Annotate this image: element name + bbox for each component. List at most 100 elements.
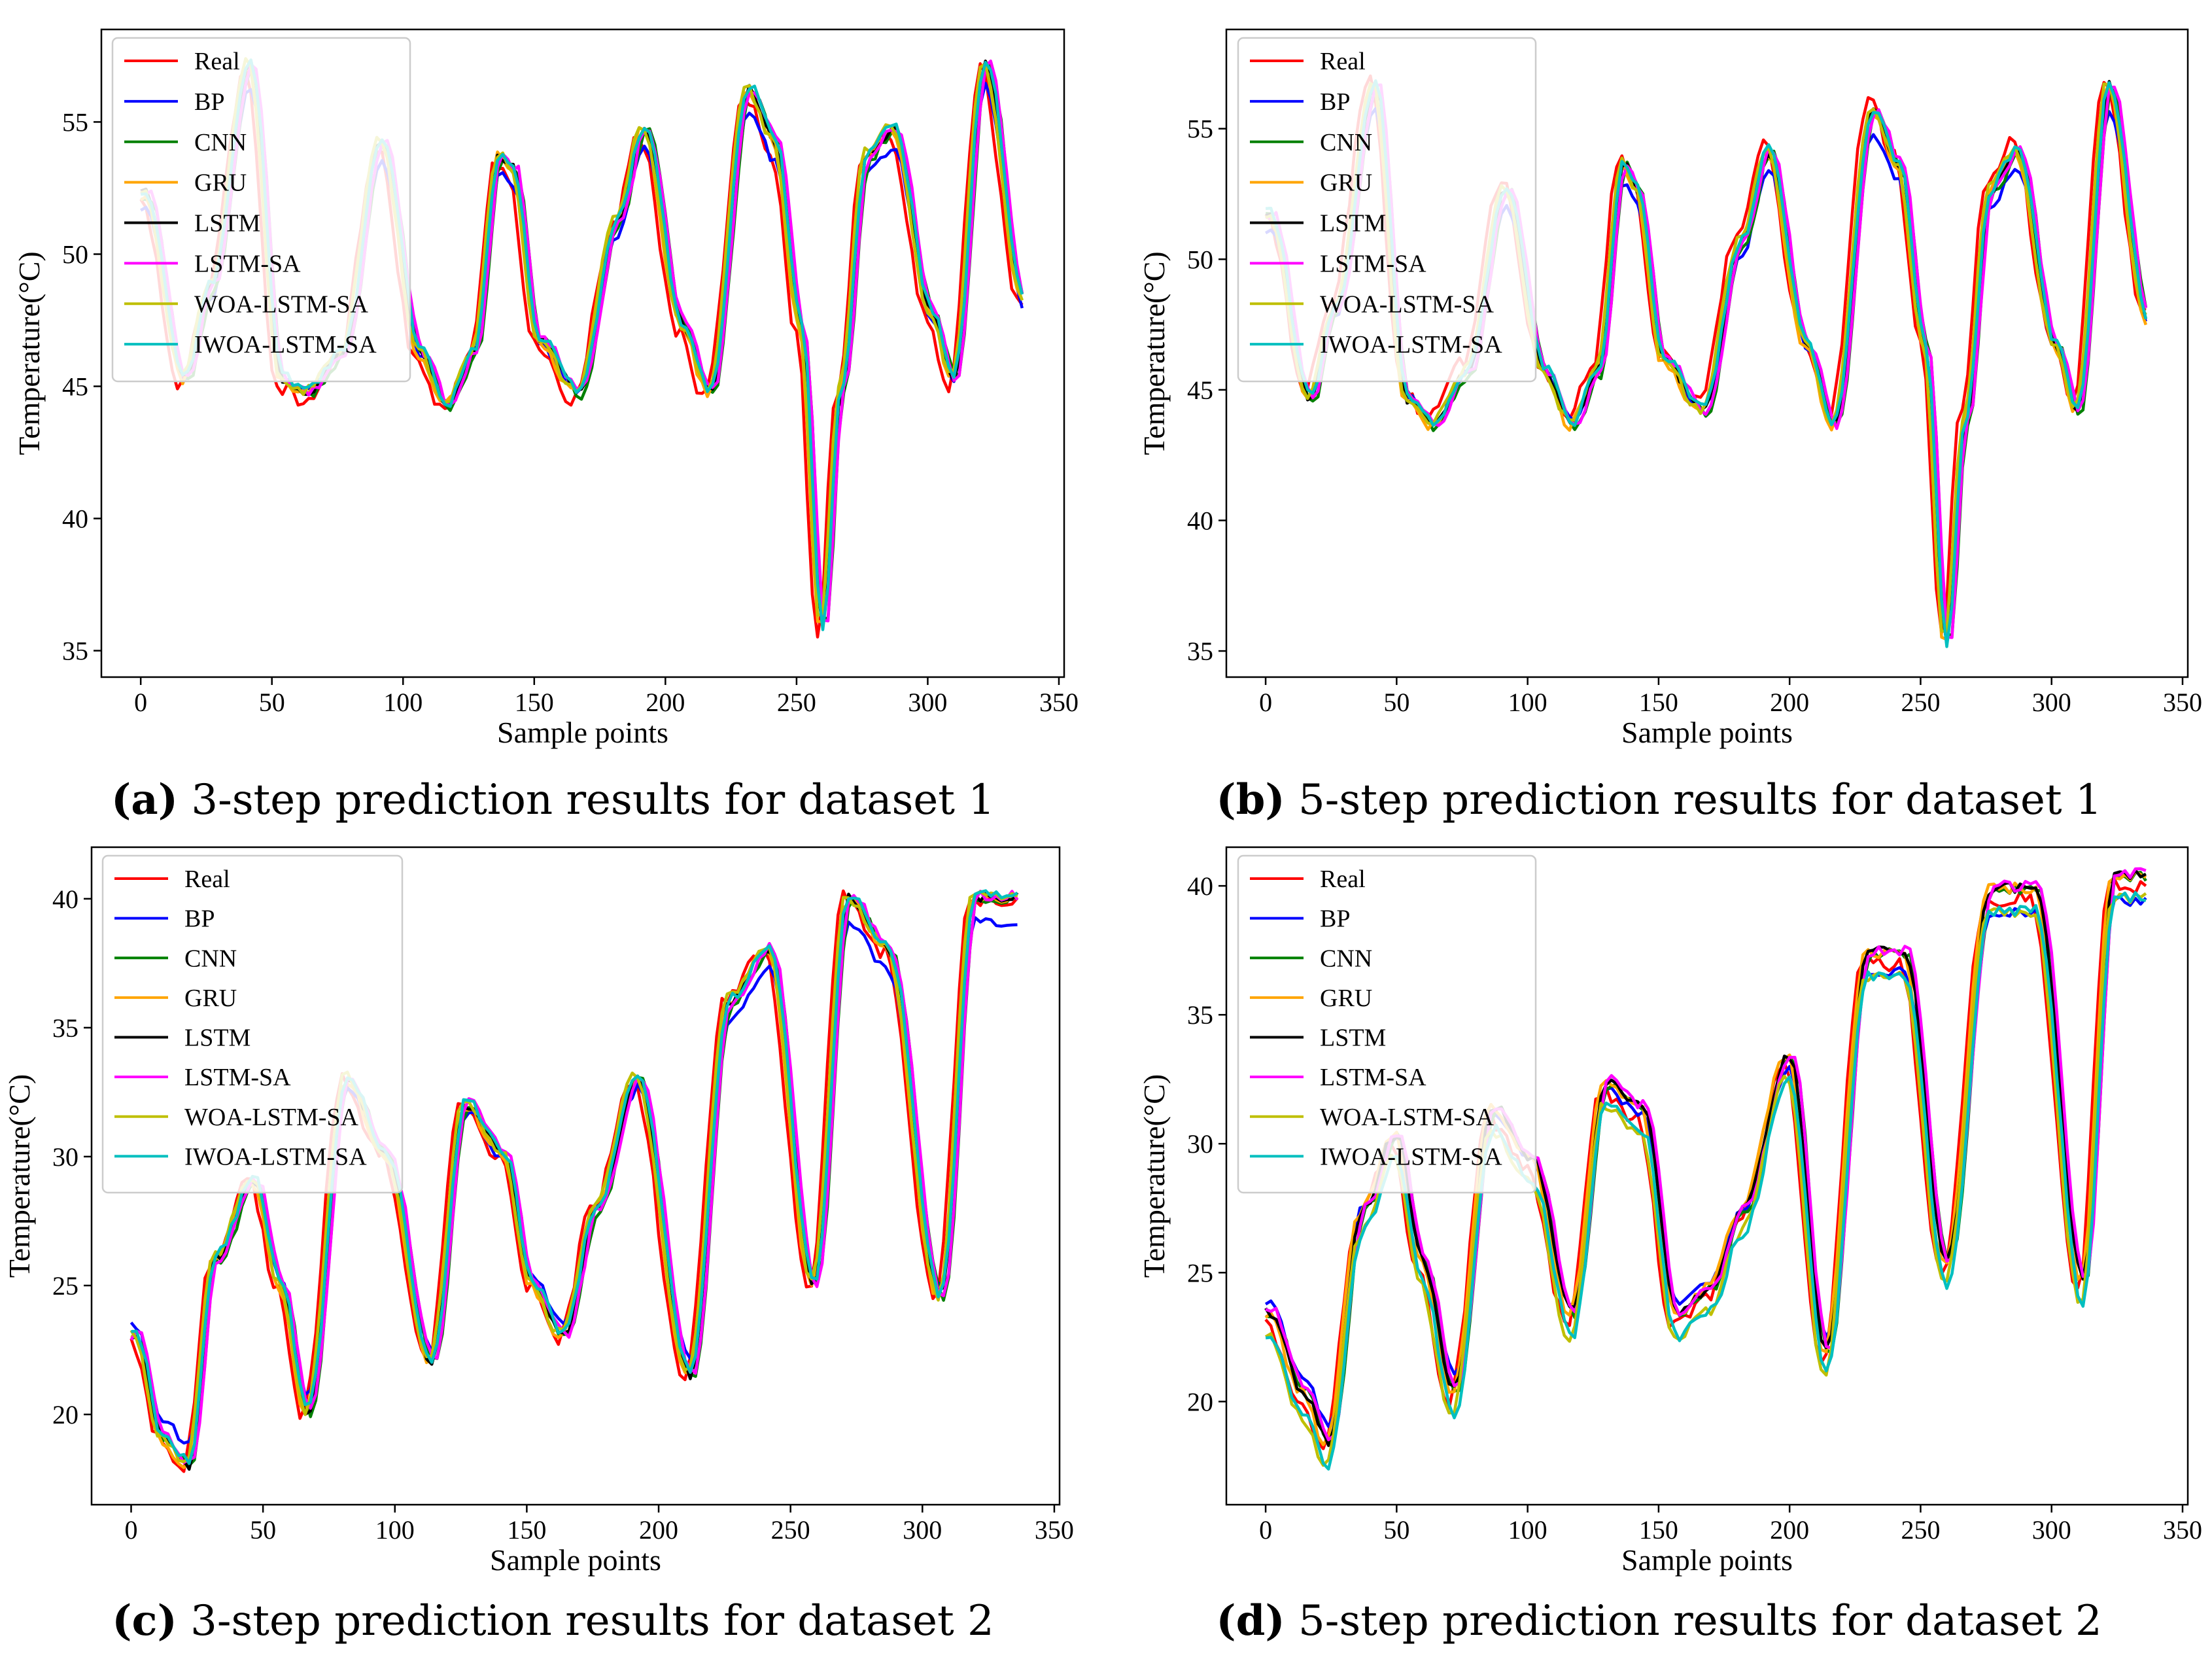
axes-frame [1225, 846, 2189, 1506]
legend: Real BP CNN GRU LSTM LSTM-SA WOA-LSTM-SA IWOA-L… [1237, 37, 1537, 383]
legend-label-iwoa-lstm-sa: IWOA-LSTM-SA [194, 331, 377, 359]
legend-box [101, 854, 404, 1194]
legend-label-real: Real [194, 48, 240, 75]
axes-frame [90, 846, 1061, 1506]
x-tick-label: 250 [1901, 688, 1940, 717]
y-tick-label: 45 [1187, 376, 1213, 405]
legend-label-cnn: CNN [1320, 129, 1372, 156]
y-tick-label: 35 [1187, 1000, 1213, 1030]
y-tick-label: 25 [52, 1271, 78, 1301]
y-tick-label: 50 [1187, 245, 1213, 274]
legend-box [111, 37, 411, 383]
series-line-lstm-sa [1265, 867, 2147, 1442]
caption-c-letter: (c) [112, 1596, 177, 1645]
legend-label-gru: GRU [194, 169, 247, 197]
legend-box [1237, 37, 1537, 383]
series-line-iwoa-lstm-sa [1265, 891, 2147, 1471]
legend-label-real: Real [1320, 48, 1366, 75]
legend-label-lstm: LSTM [1320, 210, 1386, 237]
chart-c: 0 50 100 150 200 250 300 350 20 25 30 35 40 Sample po… [3, 846, 1074, 1577]
legend-label-cnn: CNN [184, 945, 237, 972]
legend-label-lstm-sa: LSTM-SA [194, 250, 301, 277]
x-tick-label: 100 [1508, 688, 1547, 717]
chart-b: 0 50 100 150 200 250 300 350 35 40 45 50 55 Sample po… [1137, 28, 2202, 749]
legend-label-lstm: LSTM [184, 1024, 251, 1052]
caption-b: (b) 5-step prediction results for datase… [1106, 775, 2212, 824]
caption-d-letter: (d) [1216, 1596, 1285, 1645]
x-tick-label: 0 [1259, 688, 1272, 717]
x-tick-label: 250 [771, 1515, 810, 1545]
legend-label-lstm-sa: LSTM-SA [1320, 250, 1426, 277]
legend-label-real: Real [1320, 866, 1366, 893]
x-tick-label: 300 [908, 688, 947, 717]
y-tick-label: 55 [62, 107, 88, 137]
y-tick-label: 40 [1187, 506, 1213, 535]
legend-label-iwoa-lstm-sa: IWOA-LSTM-SA [184, 1143, 367, 1170]
legend-label-cnn: CNN [1320, 945, 1372, 972]
series-lines [1264, 74, 2148, 648]
x-tick-label: 300 [2032, 688, 2071, 717]
legend-label-iwoa-lstm-sa: IWOA-LSTM-SA [1320, 331, 1502, 359]
legend: Real BP CNN GRU LSTM LSTM-SA WOA-LSTM-SA IWOA-L… [111, 37, 411, 383]
legend-label-lstm: LSTM [194, 210, 260, 237]
x-tick-label: 0 [1259, 1515, 1272, 1545]
legend-box [1237, 854, 1537, 1194]
series-line-iwoa-lstm-sa [131, 889, 1018, 1465]
y-tick-label: 30 [1187, 1129, 1213, 1159]
caption-d-text: 5-step prediction results for dataset 2 [1298, 1597, 2102, 1645]
x-tick-label: 350 [2163, 688, 2202, 717]
series-lines [130, 889, 1019, 1473]
legend-label-gru: GRU [1320, 985, 1372, 1012]
y-tick-label: 55 [1187, 114, 1213, 144]
x-tick-label: 200 [1770, 688, 1809, 717]
legend-label-bp: BP [184, 905, 215, 933]
legend-label-cnn: CNN [194, 129, 247, 156]
y-tick-label: 35 [62, 637, 88, 666]
y-axis-label: Temperature(°C) [3, 1074, 36, 1278]
x-tick-label: 200 [646, 688, 685, 717]
x-tick-label: 350 [1039, 688, 1079, 717]
x-tick-label: 150 [507, 1515, 546, 1545]
legend-label-woa-lstm-sa: WOA-LSTM-SA [1320, 290, 1495, 318]
x-tick-label: 300 [903, 1515, 942, 1545]
y-axis-label: Temperature(°C) [12, 251, 46, 455]
legend-label-woa-lstm-sa: WOA-LSTM-SA [194, 290, 369, 318]
y-tick-label: 30 [52, 1142, 78, 1172]
x-tick-label: 50 [1383, 688, 1409, 717]
caption-c: (c) 3-step prediction results for datase… [0, 1596, 1106, 1645]
chart-d: 0 50 100 150 200 250 300 350 20 25 30 35 40 Sample po… [1137, 846, 2202, 1577]
legend-label-gru: GRU [184, 985, 237, 1012]
y-tick-label: 40 [1187, 871, 1213, 901]
caption-b-letter: (b) [1216, 775, 1285, 824]
x-axis-label: Sample points [1621, 1543, 1793, 1577]
legend: Real BP CNN GRU LSTM LSTM-SA WOA-LSTM-SA IWOA-L… [1237, 854, 1537, 1194]
y-tick-label: 40 [62, 504, 88, 534]
axes-frame [100, 28, 1065, 678]
x-tick-label: 50 [1383, 1515, 1409, 1545]
legend-label-iwoa-lstm-sa: IWOA-LSTM-SA [1320, 1143, 1502, 1170]
legend-label-gru: GRU [1320, 169, 1372, 197]
x-axis-label: Sample points [497, 716, 668, 749]
x-tick-label: 300 [2032, 1515, 2071, 1545]
caption-a-letter: (a) [111, 775, 179, 824]
x-tick-label: 100 [383, 688, 423, 717]
legend-label-woa-lstm-sa: WOA-LSTM-SA [184, 1104, 359, 1131]
x-tick-label: 150 [515, 688, 554, 717]
legend-label-bp: BP [1320, 88, 1350, 116]
x-tick-label: 250 [1901, 1515, 1940, 1545]
legend-label-bp: BP [194, 88, 224, 116]
x-tick-label: 50 [250, 1515, 276, 1545]
y-axis-label: Temperature(°C) [1137, 1074, 1171, 1278]
y-tick-label: 45 [62, 372, 88, 402]
legend-label-lstm-sa: LSTM-SA [184, 1064, 291, 1091]
legend-label-lstm: LSTM [1320, 1024, 1386, 1052]
x-tick-label: 250 [777, 688, 816, 717]
x-tick-label: 0 [124, 1515, 137, 1545]
x-tick-label: 350 [2163, 1515, 2202, 1545]
x-tick-label: 200 [639, 1515, 678, 1545]
legend: Real BP CNN GRU LSTM LSTM-SA WOA-LSTM-SA IWOA-L… [101, 854, 404, 1194]
y-tick-label: 35 [1187, 637, 1213, 666]
x-tick-label: 100 [1508, 1515, 1547, 1545]
y-tick-label: 20 [1187, 1387, 1213, 1416]
